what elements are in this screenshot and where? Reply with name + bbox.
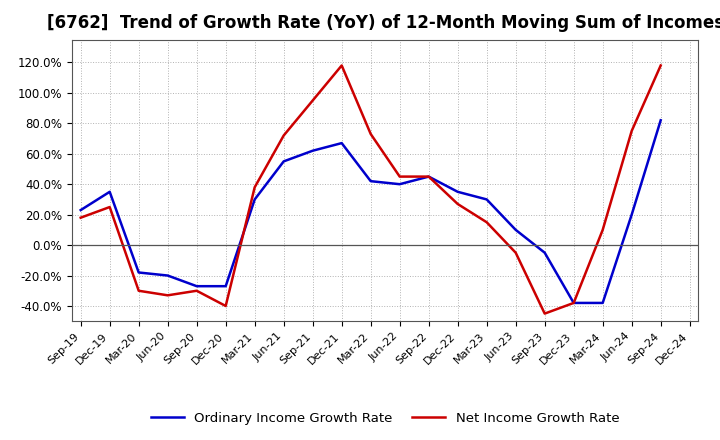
Ordinary Income Growth Rate <box>221 283 230 289</box>
Ordinary Income Growth Rate <box>366 179 375 184</box>
Ordinary Income Growth Rate <box>657 117 665 123</box>
Ordinary Income Growth Rate <box>541 250 549 255</box>
Net Income Growth Rate <box>135 288 143 293</box>
Net Income Growth Rate <box>279 133 288 138</box>
Net Income Growth Rate <box>221 303 230 308</box>
Ordinary Income Growth Rate <box>163 273 172 278</box>
Net Income Growth Rate <box>570 300 578 305</box>
Ordinary Income Growth Rate <box>76 207 85 213</box>
Net Income Growth Rate <box>482 220 491 225</box>
Ordinary Income Growth Rate <box>511 227 520 232</box>
Ordinary Income Growth Rate <box>598 300 607 305</box>
Net Income Growth Rate <box>395 174 404 179</box>
Net Income Growth Rate <box>657 63 665 68</box>
Ordinary Income Growth Rate <box>135 270 143 275</box>
Net Income Growth Rate <box>251 185 259 190</box>
Net Income Growth Rate <box>511 250 520 255</box>
Net Income Growth Rate <box>424 174 433 179</box>
Net Income Growth Rate <box>76 215 85 220</box>
Ordinary Income Growth Rate <box>308 148 317 154</box>
Legend: Ordinary Income Growth Rate, Net Income Growth Rate: Ordinary Income Growth Rate, Net Income … <box>145 407 625 430</box>
Ordinary Income Growth Rate <box>627 212 636 217</box>
Net Income Growth Rate <box>192 288 201 293</box>
Line: Net Income Growth Rate: Net Income Growth Rate <box>81 66 661 314</box>
Ordinary Income Growth Rate <box>424 174 433 179</box>
Ordinary Income Growth Rate <box>454 189 462 194</box>
Title: [6762]  Trend of Growth Rate (YoY) of 12-Month Moving Sum of Incomes: [6762] Trend of Growth Rate (YoY) of 12-… <box>47 15 720 33</box>
Net Income Growth Rate <box>627 128 636 134</box>
Ordinary Income Growth Rate <box>279 159 288 164</box>
Net Income Growth Rate <box>308 98 317 103</box>
Ordinary Income Growth Rate <box>192 283 201 289</box>
Ordinary Income Growth Rate <box>570 300 578 305</box>
Net Income Growth Rate <box>338 63 346 68</box>
Net Income Growth Rate <box>598 227 607 232</box>
Net Income Growth Rate <box>105 205 114 210</box>
Ordinary Income Growth Rate <box>395 182 404 187</box>
Line: Ordinary Income Growth Rate: Ordinary Income Growth Rate <box>81 120 661 303</box>
Net Income Growth Rate <box>163 293 172 298</box>
Net Income Growth Rate <box>366 131 375 136</box>
Ordinary Income Growth Rate <box>105 189 114 194</box>
Ordinary Income Growth Rate <box>482 197 491 202</box>
Net Income Growth Rate <box>541 311 549 316</box>
Ordinary Income Growth Rate <box>251 197 259 202</box>
Net Income Growth Rate <box>454 202 462 207</box>
Ordinary Income Growth Rate <box>338 140 346 146</box>
